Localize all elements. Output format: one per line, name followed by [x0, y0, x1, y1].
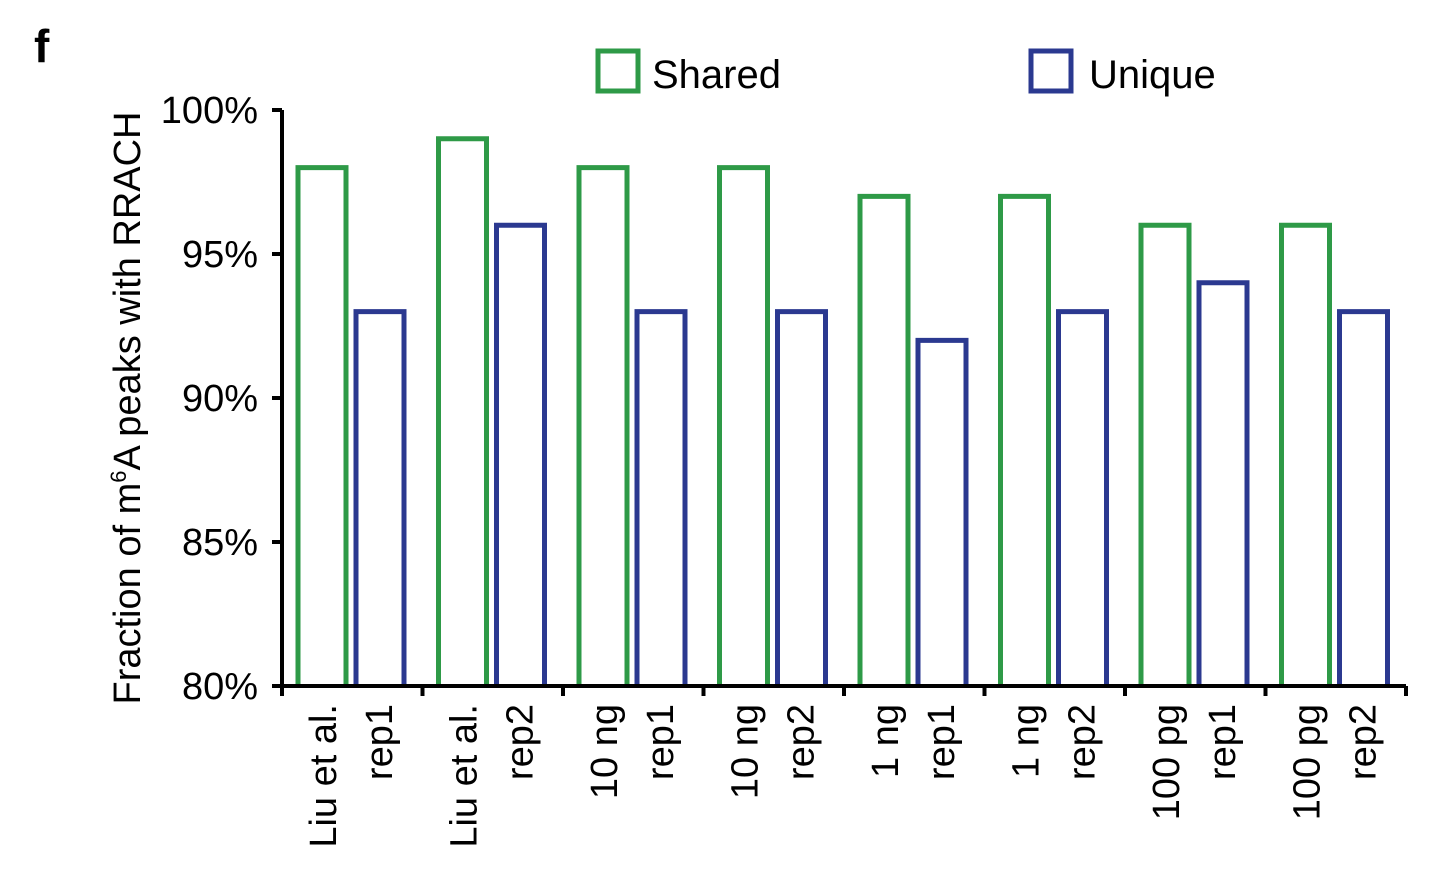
- legend-swatch-shared: [595, 48, 641, 94]
- y-tick-label: 95%: [182, 234, 258, 276]
- x-tick-label: 10 ng: [584, 704, 626, 799]
- x-tick-label: rep2: [1343, 704, 1385, 780]
- bar-shared: [295, 165, 349, 686]
- y-axis: 80% 85% 90% 95% 100%: [161, 90, 284, 708]
- x-tick-label: 10 ng: [725, 704, 767, 799]
- bar-unique: [775, 309, 828, 686]
- bar-shared: [1279, 222, 1332, 686]
- x-axis: Liu et al. rep1 Liu et al. rep2 10 ng rep1 10 …: [280, 684, 1408, 848]
- bar-shared: [998, 193, 1051, 686]
- legend-swatch-unique: [1028, 48, 1074, 94]
- bar-shared: [1138, 222, 1192, 686]
- legend-label-shared: Shared: [652, 53, 781, 97]
- panel-label: f: [34, 20, 50, 72]
- bar-unique: [1056, 309, 1109, 686]
- y-axis-label-superscript: 6: [106, 471, 131, 483]
- bar-shared: [436, 136, 489, 686]
- bar-unique: [353, 309, 407, 686]
- x-tick-label: rep2: [781, 704, 823, 780]
- x-tick-label: 100 pg: [1287, 704, 1329, 820]
- bar-shared: [576, 165, 630, 686]
- y-tick-label: 100%: [161, 90, 258, 132]
- y-tick-label: 90%: [182, 378, 258, 420]
- x-tick-label: rep1: [359, 704, 401, 780]
- x-tick-label: rep1: [1202, 704, 1244, 780]
- bar-unique: [1196, 280, 1250, 686]
- y-tick-label: 80%: [182, 666, 258, 708]
- x-tick-label: rep2: [1062, 704, 1104, 780]
- bar-unique: [634, 309, 688, 686]
- bar-shared: [717, 165, 770, 686]
- bars: [295, 136, 1390, 686]
- x-tick-label: 1 ng: [865, 704, 907, 778]
- bar-unique: [1337, 309, 1390, 686]
- legend-label-unique: Unique: [1089, 53, 1216, 97]
- bar-shared: [857, 193, 911, 686]
- x-tick-label: 100 pg: [1146, 704, 1188, 820]
- x-tick-label: Liu et al.: [303, 704, 345, 848]
- bar-unique: [494, 222, 547, 686]
- x-tick-label: rep1: [640, 704, 682, 780]
- x-tick-label: rep1: [921, 704, 963, 780]
- bar-unique: [915, 337, 969, 686]
- legend: Shared Unique: [595, 48, 1216, 97]
- x-tick-label: 1 ng: [1006, 704, 1048, 778]
- x-tick-label: Liu et al.: [444, 704, 486, 848]
- x-tick-label: rep2: [500, 704, 542, 780]
- y-tick-label: 85%: [182, 522, 258, 564]
- y-axis-label: Fraction of m6A peaks with RRACH: [106, 112, 149, 705]
